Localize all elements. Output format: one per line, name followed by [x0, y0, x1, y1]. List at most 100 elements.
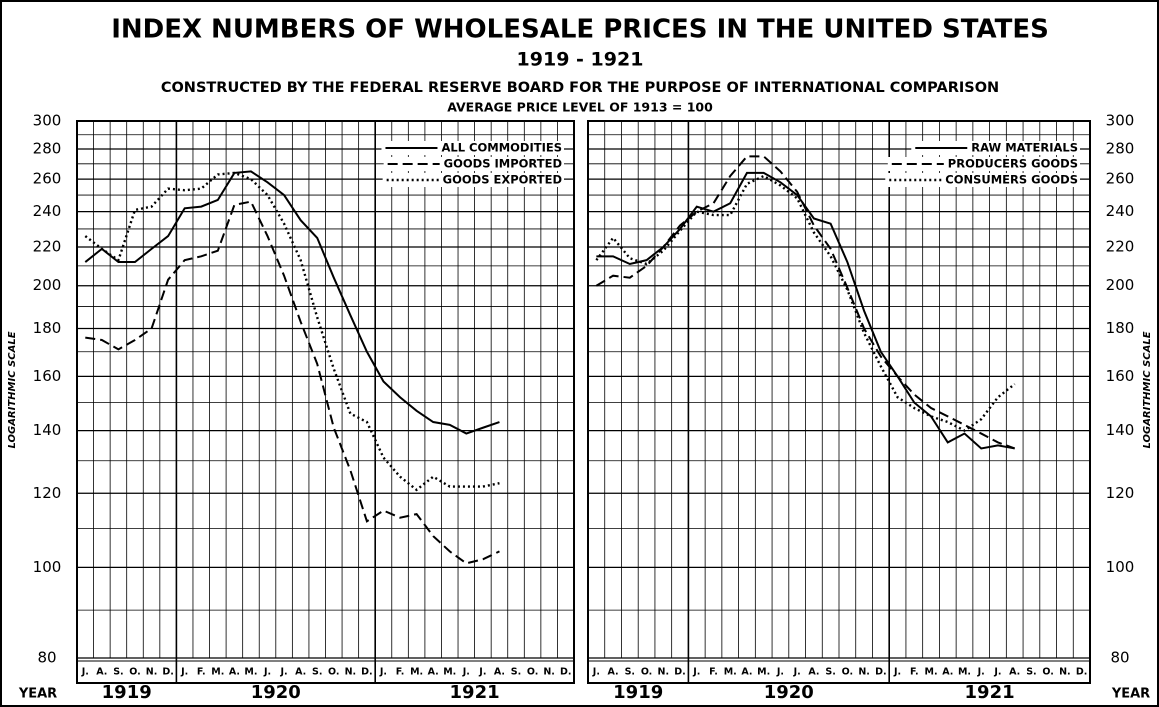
- x-tick-label: D.: [875, 667, 887, 678]
- y-tick-label: 100: [1106, 558, 1135, 576]
- x-axis-label: YEAR: [18, 687, 57, 702]
- x-tick-label: S.: [511, 667, 521, 678]
- y-tick-label: 160: [1106, 367, 1135, 385]
- legend-bg: [887, 157, 1080, 171]
- x-tick-label: M.: [244, 667, 257, 678]
- x-tick-label: F.: [910, 667, 919, 678]
- x-tick-label: A.: [942, 667, 953, 678]
- chart-description: CONSTRUCTED BY THE FEDERAL RESERVE BOARD…: [161, 80, 999, 96]
- y-tick-label: 160: [33, 367, 62, 385]
- x-tick-label: S.: [825, 667, 835, 678]
- y-axis-label: LOGARITHMIC SCALE: [1142, 331, 1153, 448]
- x-tick-label: S.: [1026, 667, 1036, 678]
- x-tick-label: J.: [692, 667, 700, 678]
- y-axis-label: LOGARITHMIC SCALE: [7, 331, 18, 448]
- legend-label: GOODS EXPORTED: [443, 173, 562, 187]
- series-line: [595, 174, 1016, 433]
- legend-bg: [885, 173, 1080, 187]
- y-tick-label: 140: [1106, 421, 1135, 439]
- y-tick-label: 220: [33, 238, 62, 256]
- x-tick-label: S.: [113, 667, 123, 678]
- y-tick-label: 80: [37, 649, 56, 667]
- x-tick-label: O.: [129, 667, 140, 678]
- x-tick-label: J.: [263, 667, 271, 678]
- x-tick-label: O.: [842, 667, 853, 678]
- x-tick-label: J.: [592, 667, 600, 678]
- x-tick-label: A.: [295, 667, 306, 678]
- x-tick-label: O.: [328, 667, 339, 678]
- y-tick-label: 180: [1106, 319, 1135, 337]
- legend-label: ALL COMMODITIES: [441, 141, 562, 155]
- series-line: [84, 171, 500, 492]
- x-tick-label: A.: [229, 667, 240, 678]
- x-tick-label: A.: [1009, 667, 1020, 678]
- y-tick-label: 300: [33, 112, 62, 130]
- x-axis-label: YEAR: [1111, 687, 1150, 702]
- x-tick-label: M.: [757, 667, 770, 678]
- x-tick-label: A.: [494, 667, 505, 678]
- legend-bg: [381, 141, 564, 155]
- x-tick-label: J.: [379, 667, 387, 678]
- x-tick-label: M.: [925, 667, 938, 678]
- year-label: 1920: [764, 682, 814, 703]
- series-line: [84, 170, 500, 435]
- y-tick-label: 180: [33, 319, 62, 337]
- chart-note: AVERAGE PRICE LEVEL OF 1913 = 100: [447, 100, 713, 115]
- chart-subtitle: 1919 - 1921: [517, 49, 644, 71]
- x-tick-label: O.: [641, 667, 652, 678]
- x-tick-label: J.: [280, 667, 288, 678]
- legend-bg: [382, 173, 564, 187]
- x-tick-label: J.: [180, 667, 188, 678]
- x-tick-label: J.: [793, 667, 801, 678]
- x-tick-label: N.: [146, 667, 158, 678]
- y-tick-label: 260: [33, 170, 62, 188]
- x-tick-label: J.: [478, 667, 486, 678]
- legend-label: PRODUCERS GOODS: [948, 157, 1078, 171]
- y-tick-label: 120: [1106, 484, 1135, 502]
- x-tick-label: A.: [428, 667, 439, 678]
- x-tick-label: N.: [858, 667, 870, 678]
- x-tick-label: M.: [724, 667, 737, 678]
- y-tick-label: 120: [33, 484, 62, 502]
- legend-label: RAW MATERIALS: [971, 141, 1078, 155]
- x-tick-label: F.: [709, 667, 718, 678]
- x-tick-label: J.: [993, 667, 1001, 678]
- y-tick-label: 200: [33, 276, 62, 294]
- y-tick-label: 240: [33, 202, 62, 220]
- y-tick-label: 100: [33, 558, 62, 576]
- x-tick-label: D.: [1076, 667, 1088, 678]
- legend-bg: [383, 157, 564, 171]
- x-tick-label: A.: [96, 667, 107, 678]
- x-tick-label: M.: [211, 667, 224, 678]
- x-tick-label: A.: [741, 667, 752, 678]
- x-tick-label: S.: [625, 667, 635, 678]
- year-label: 1919: [102, 682, 152, 703]
- series-line: [595, 155, 1016, 450]
- x-tick-label: M.: [443, 667, 456, 678]
- x-tick-label: D.: [361, 667, 373, 678]
- y-tick-label: 220: [1106, 238, 1135, 256]
- legend-bg: [911, 141, 1080, 155]
- year-label: 1920: [251, 682, 301, 703]
- y-tick-label: 200: [1106, 276, 1135, 294]
- y-tick-label: 80: [1110, 649, 1129, 667]
- x-tick-label: N.: [543, 667, 555, 678]
- x-tick-label: D.: [162, 667, 174, 678]
- x-tick-label: J.: [893, 667, 901, 678]
- legend-label: GOODS IMPORTED: [444, 157, 562, 171]
- x-tick-label: O.: [1042, 667, 1053, 678]
- x-tick-label: F.: [396, 667, 405, 678]
- x-tick-label: N.: [1059, 667, 1071, 678]
- legend-label: CONSUMERS GOODS: [945, 173, 1078, 187]
- x-tick-label: J.: [462, 667, 470, 678]
- year-label: 1921: [965, 682, 1015, 703]
- x-tick-label: J.: [977, 667, 985, 678]
- x-tick-label: N.: [345, 667, 357, 678]
- y-tick-label: 300: [1106, 112, 1135, 130]
- x-tick-label: N.: [658, 667, 670, 678]
- x-tick-label: M.: [410, 667, 423, 678]
- x-tick-label: J.: [776, 667, 784, 678]
- x-tick-label: S.: [312, 667, 322, 678]
